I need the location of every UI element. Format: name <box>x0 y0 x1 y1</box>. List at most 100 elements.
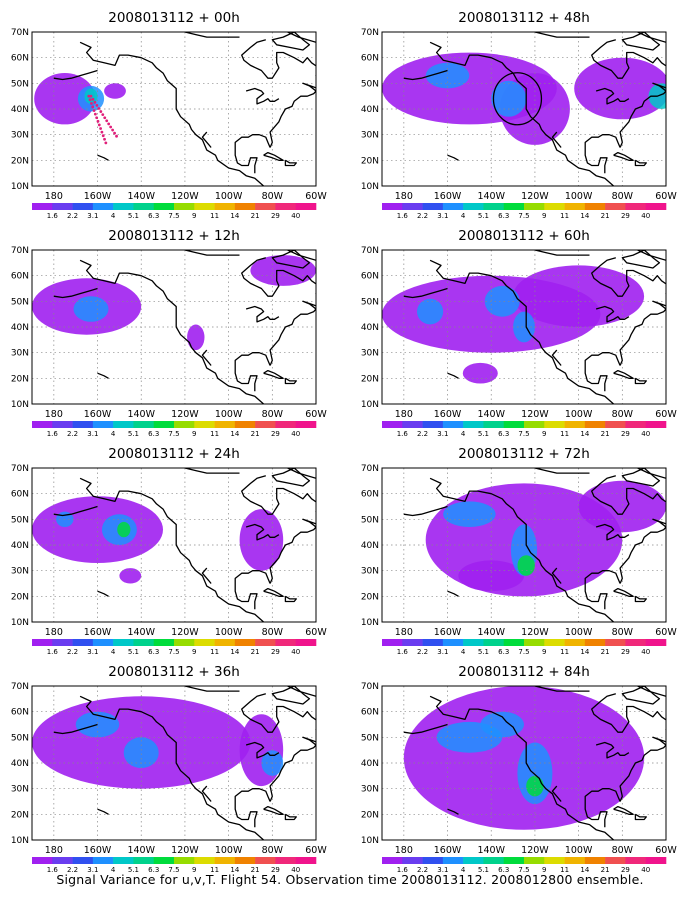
lat-tick-label: 10N <box>361 400 379 410</box>
coastline <box>201 785 212 802</box>
colorbar-label: 21 <box>601 212 610 220</box>
lat-tick-label: 60N <box>361 708 379 718</box>
panel-title: 2008013112 + 60h <box>458 228 590 244</box>
coastline <box>53 723 98 735</box>
lat-tick-label: 60N <box>11 54 29 64</box>
colorbar-swatch <box>113 857 134 864</box>
colorbar-swatch <box>133 203 155 210</box>
flight-track-point <box>95 104 99 107</box>
panel-title: 2008013112 + 00h <box>108 10 240 26</box>
colorbar-swatch <box>194 421 215 428</box>
coastline <box>234 352 271 392</box>
lon-tick-label: 140W <box>127 845 155 856</box>
variance-contour <box>578 480 666 533</box>
coastline <box>595 741 630 759</box>
colorbar-swatch <box>564 203 586 210</box>
coastline <box>241 693 316 802</box>
coastline <box>263 369 284 379</box>
lat-tick-label: 20N <box>11 810 29 820</box>
coastline <box>584 788 621 828</box>
colorbar-swatch <box>32 421 53 428</box>
lon-tick-label: 140W <box>477 627 505 638</box>
colorbar-swatch <box>194 203 215 210</box>
colorbar-label: 21 <box>251 648 260 656</box>
map-frame <box>31 249 317 405</box>
lon-tick-label: 60W <box>305 845 327 856</box>
colorbar-swatch <box>194 857 215 864</box>
colorbar-swatch <box>625 421 647 428</box>
coastline <box>79 477 265 622</box>
variance-contour <box>239 509 284 571</box>
colorbar-swatch <box>133 421 155 428</box>
flight-track-point <box>89 94 93 98</box>
coastline <box>613 369 634 379</box>
colorbar-swatch <box>503 203 525 210</box>
colorbar-label: 1.6 <box>47 212 59 220</box>
variance-contour <box>417 298 444 325</box>
colorbar-label: 14 <box>580 866 589 874</box>
panel-title: 2008013112 + 84h <box>458 664 590 680</box>
colorbar-swatch <box>442 203 464 210</box>
colorbar-label: 40 <box>291 212 300 220</box>
colorbar-swatch <box>214 421 236 428</box>
coastline <box>201 567 212 584</box>
coastline <box>287 468 316 479</box>
colorbar-swatch <box>463 421 484 428</box>
coastline <box>621 686 661 705</box>
colorbar-swatch <box>524 421 545 428</box>
colorbar-swatch <box>382 421 403 428</box>
colorbar-swatch <box>645 421 667 428</box>
colorbar-swatch <box>483 857 505 864</box>
lat-tick-label: 50N <box>361 297 379 307</box>
colorbar-swatch <box>463 639 484 646</box>
coastline <box>97 808 109 815</box>
colorbar-label: 6.3 <box>498 866 509 874</box>
lon-tick-label: 120W <box>171 627 199 638</box>
coastline <box>534 686 590 692</box>
colorbar-swatch <box>255 203 276 210</box>
colorbar-label: 11 <box>210 430 219 438</box>
lat-tick-label: 20N <box>361 156 379 166</box>
lon-tick-label: 120W <box>521 191 549 202</box>
colorbar-swatch <box>442 857 464 864</box>
flight-track-point <box>92 109 96 112</box>
map-frame <box>381 31 667 187</box>
colorbar-swatch <box>584 203 606 210</box>
colorbar-swatch <box>625 857 647 864</box>
colorbar-swatch <box>524 639 545 646</box>
lon-tick-label: 80W <box>262 191 284 202</box>
colorbar-swatch <box>295 857 317 864</box>
flight-track-point <box>103 137 106 141</box>
colorbar-swatch <box>564 421 586 428</box>
variance-contour <box>104 83 126 99</box>
flight-track-point <box>95 116 99 120</box>
lat-tick-label: 60N <box>361 272 379 282</box>
colorbar-swatch <box>544 639 565 646</box>
lon-tick-label: 140W <box>127 191 155 202</box>
lat-tick-label: 20N <box>11 156 29 166</box>
colorbar-label: 14 <box>580 212 589 220</box>
colorbar-swatch <box>295 639 317 646</box>
colorbar-label: 9 <box>542 430 546 438</box>
coastline <box>621 250 661 269</box>
lat-tick-label: 60N <box>11 490 29 500</box>
lon-tick-label: 180 <box>45 627 63 638</box>
coastline <box>637 468 666 479</box>
colorbar-label: 1.6 <box>397 430 409 438</box>
flight-track-point <box>96 119 100 123</box>
coastline <box>447 372 459 379</box>
coastline <box>551 567 562 584</box>
lat-tick-label: 30N <box>361 785 379 795</box>
colorbar-label: 3.1 <box>87 212 98 220</box>
lat-tick-label: 10N <box>11 618 29 628</box>
colorbar-swatch <box>52 639 73 646</box>
lat-tick-label: 70N <box>11 28 29 38</box>
colorbar-swatch <box>174 857 195 864</box>
colorbar-label: 6.3 <box>498 212 509 220</box>
coastline <box>79 259 265 404</box>
flight-track-point <box>91 105 95 109</box>
map-area <box>382 686 666 840</box>
coastline <box>241 475 316 584</box>
variance-contour <box>73 296 109 322</box>
coastline <box>634 377 647 385</box>
